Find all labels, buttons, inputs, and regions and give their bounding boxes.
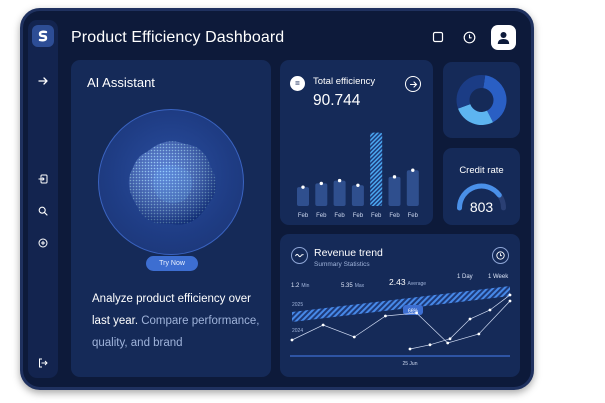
series-point bbox=[384, 314, 387, 318]
bar-marker bbox=[301, 185, 305, 189]
bar-marker bbox=[337, 178, 342, 183]
series-point bbox=[290, 338, 294, 342]
series-point bbox=[508, 293, 512, 297]
gauge-fill bbox=[457, 183, 502, 211]
page-title: Product Efficiency Dashboard bbox=[71, 29, 285, 46]
revenue-trend-card: Revenue trend Summary Statistics 1.2 Min … bbox=[280, 234, 520, 377]
series-point bbox=[321, 323, 325, 327]
series-point bbox=[488, 308, 492, 312]
series-point bbox=[477, 332, 481, 336]
x-tick-label: Feb bbox=[371, 213, 382, 219]
bar-marker bbox=[356, 183, 360, 187]
percent-badge-label: 66% bbox=[408, 309, 419, 315]
user-avatar-button[interactable] bbox=[491, 25, 516, 50]
efficiency-bar bbox=[333, 180, 346, 206]
stat-average: 2.43 Average bbox=[389, 277, 427, 287]
revenue-title: Revenue trend bbox=[314, 247, 383, 259]
search-icon bbox=[38, 206, 48, 216]
sidebar-item-login[interactable] bbox=[34, 170, 52, 188]
donut-slice bbox=[456, 74, 486, 109]
series-point bbox=[448, 337, 452, 341]
efficiency-bar bbox=[315, 183, 328, 206]
efficiency-title: Total efficiency bbox=[313, 76, 376, 87]
bar-marker bbox=[411, 168, 415, 172]
revenue-period-button[interactable] bbox=[492, 247, 509, 264]
efficiency-bar-chart: Feb Feb Feb Feb Feb Feb Feb bbox=[297, 132, 419, 219]
ai-assistant-card: AI Assistant Try Now Analyze product eff… bbox=[71, 60, 271, 377]
donut-slice bbox=[483, 75, 507, 123]
try-now-button[interactable]: Try Now bbox=[146, 256, 198, 271]
efficiency-bar bbox=[370, 132, 383, 206]
series-point bbox=[408, 347, 412, 351]
ai-assistant-title: AI Assistant bbox=[87, 75, 155, 90]
efficiency-bar bbox=[351, 185, 364, 206]
y-label: 2025 bbox=[292, 302, 303, 308]
revenue-subtitle: Summary Statistics bbox=[314, 261, 370, 268]
efficiency-value: 90.744 bbox=[313, 92, 361, 109]
credit-rate-value: 803 bbox=[469, 199, 494, 215]
series-point bbox=[508, 299, 512, 303]
x-tick-label: Feb bbox=[389, 213, 400, 219]
credit-rate-card: Credit rate 803 bbox=[443, 148, 520, 225]
arrow-right-icon bbox=[409, 80, 417, 88]
x-tick-label: Feb bbox=[334, 213, 345, 219]
donut-chart bbox=[456, 74, 507, 125]
arrow-right-icon bbox=[38, 77, 48, 85]
logout-button[interactable] bbox=[34, 354, 52, 372]
range-1-day-button[interactable]: 1 Day bbox=[457, 274, 473, 280]
sidebar-item-search[interactable] bbox=[34, 202, 52, 220]
revenue-trend-band bbox=[292, 286, 510, 322]
stat-min: 1.2 Min bbox=[291, 283, 310, 289]
logo-icon bbox=[38, 30, 48, 42]
app-logo[interactable] bbox=[32, 25, 54, 47]
window-button[interactable] bbox=[428, 27, 448, 47]
add-circle-icon bbox=[38, 238, 48, 248]
x-tick-label: Feb bbox=[298, 213, 309, 219]
history-button[interactable] bbox=[459, 27, 479, 47]
y-label: 2024 bbox=[292, 328, 303, 334]
ai-orb-image bbox=[128, 141, 217, 225]
series-point bbox=[428, 343, 432, 347]
user-icon bbox=[497, 32, 510, 44]
sidebar bbox=[28, 20, 58, 378]
stat-max: 5.35 Max bbox=[341, 283, 365, 289]
efficiency-bar bbox=[406, 170, 419, 206]
ai-description-highlight: Analyze product efficiency over last yea… bbox=[92, 293, 251, 327]
date-label: 25 Jun bbox=[402, 361, 417, 367]
x-tick-label: Feb bbox=[353, 213, 364, 219]
series-line bbox=[291, 300, 511, 344]
x-tick-label: Feb bbox=[316, 213, 327, 219]
ai-description-rest: Compare performance, quality, and brand bbox=[92, 315, 260, 349]
ai-description: Analyze product efficiency over last yea… bbox=[92, 288, 264, 354]
credit-rate-title: Credit rate bbox=[459, 165, 504, 176]
login-icon bbox=[38, 174, 48, 184]
efficiency-detail-button[interactable] bbox=[405, 76, 421, 92]
expand-arrow-button[interactable] bbox=[34, 72, 52, 90]
clock-icon bbox=[496, 251, 505, 260]
range-1-week-button[interactable]: 1 Week bbox=[488, 274, 509, 280]
bar-marker bbox=[319, 181, 323, 186]
donut-slice bbox=[458, 104, 494, 125]
series-point bbox=[446, 341, 450, 345]
efficiency-bar bbox=[297, 187, 309, 206]
series-point bbox=[352, 335, 356, 339]
efficiency-bar bbox=[388, 176, 401, 206]
bar-marker bbox=[392, 175, 397, 179]
series-point bbox=[468, 317, 472, 321]
revenue-line-chart: 2025 2024 66% 25 Jun bbox=[290, 286, 512, 367]
logout-icon bbox=[39, 358, 48, 368]
x-tick-label: Feb bbox=[408, 213, 419, 219]
sidebar-item-add[interactable] bbox=[34, 234, 52, 252]
ai-orb-container bbox=[98, 109, 244, 255]
square-icon bbox=[432, 31, 444, 43]
equals-icon: = bbox=[290, 76, 305, 91]
trend-icon bbox=[291, 247, 308, 264]
series-point bbox=[415, 311, 418, 315]
clock-icon bbox=[463, 31, 475, 43]
series-line bbox=[409, 294, 511, 350]
percent-badge bbox=[403, 305, 423, 315]
distribution-card bbox=[443, 62, 520, 138]
total-efficiency-card: = Total efficiency 90.744 Feb Feb Feb Feb Fe… bbox=[280, 60, 433, 225]
credit-gauge bbox=[457, 183, 506, 211]
